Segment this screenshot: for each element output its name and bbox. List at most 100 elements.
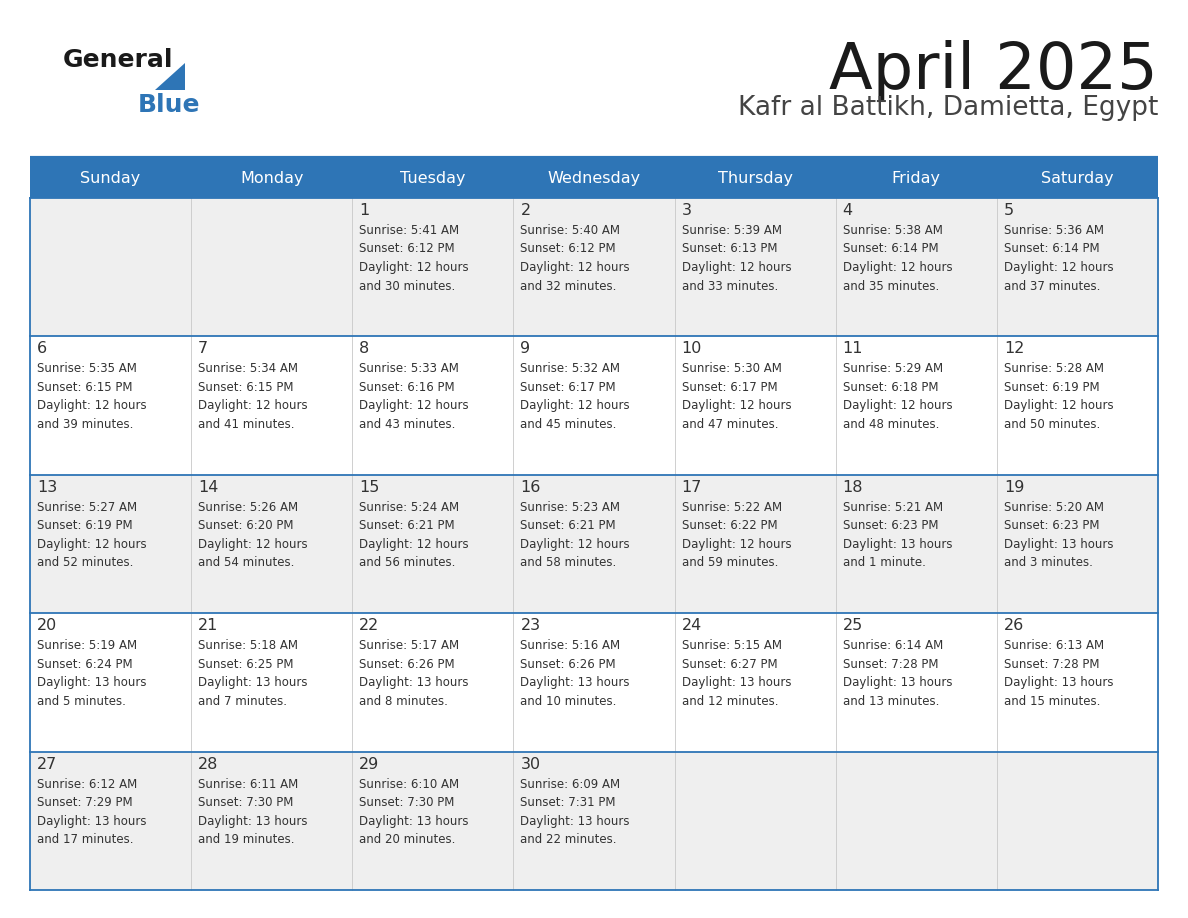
Text: Sunrise: 5:21 AM
Sunset: 6:23 PM
Daylight: 13 hours
and 1 minute.: Sunrise: 5:21 AM Sunset: 6:23 PM Dayligh…	[842, 501, 953, 569]
Text: Sunrise: 5:24 AM
Sunset: 6:21 PM
Daylight: 12 hours
and 56 minutes.: Sunrise: 5:24 AM Sunset: 6:21 PM Dayligh…	[359, 501, 469, 569]
Text: 15: 15	[359, 480, 380, 495]
Bar	[513, 613, 675, 752]
Text: 21: 21	[198, 618, 219, 633]
Text: Sunrise: 5:34 AM
Sunset: 6:15 PM
Daylight: 12 hours
and 41 minutes.: Sunrise: 5:34 AM Sunset: 6:15 PM Dayligh…	[198, 363, 308, 431]
Text: Sunrise: 6:11 AM
Sunset: 7:30 PM
Daylight: 13 hours
and 19 minutes.: Sunrise: 6:11 AM Sunset: 7:30 PM Dayligh…	[198, 778, 308, 846]
Text: Thursday: Thursday	[718, 171, 792, 185]
Text: Sunrise: 5:28 AM
Sunset: 6:19 PM
Daylight: 12 hours
and 50 minutes.: Sunrise: 5:28 AM Sunset: 6:19 PM Dayligh…	[1004, 363, 1113, 431]
Text: 7: 7	[198, 341, 208, 356]
Text: Sunrise: 5:26 AM
Sunset: 6:20 PM
Daylight: 12 hours
and 54 minutes.: Sunrise: 5:26 AM Sunset: 6:20 PM Dayligh…	[198, 501, 308, 569]
Text: 27: 27	[37, 756, 57, 772]
Polygon shape	[154, 63, 185, 90]
Bar	[513, 475, 675, 613]
Bar	[675, 613, 835, 752]
Text: 22: 22	[359, 618, 379, 633]
Text: Tuesday: Tuesday	[400, 171, 466, 185]
Text: 6: 6	[37, 341, 48, 356]
Text: Sunday: Sunday	[81, 171, 140, 185]
Text: 4: 4	[842, 203, 853, 218]
Bar	[30, 198, 191, 336]
Bar	[835, 336, 997, 475]
Text: Kafr al Battikh, Damietta, Egypt: Kafr al Battikh, Damietta, Egypt	[738, 95, 1158, 121]
Text: 3: 3	[682, 203, 691, 218]
Bar	[353, 752, 513, 890]
Bar	[30, 752, 191, 890]
Text: 28: 28	[198, 756, 219, 772]
Text: 26: 26	[1004, 618, 1024, 633]
Text: 5: 5	[1004, 203, 1015, 218]
Bar	[675, 198, 835, 336]
Text: 24: 24	[682, 618, 702, 633]
Bar	[997, 336, 1158, 475]
Bar	[513, 336, 675, 475]
Text: 20: 20	[37, 618, 57, 633]
Text: Sunrise: 6:09 AM
Sunset: 7:31 PM
Daylight: 13 hours
and 22 minutes.: Sunrise: 6:09 AM Sunset: 7:31 PM Dayligh…	[520, 778, 630, 846]
Text: Sunrise: 5:40 AM
Sunset: 6:12 PM
Daylight: 12 hours
and 32 minutes.: Sunrise: 5:40 AM Sunset: 6:12 PM Dayligh…	[520, 224, 630, 293]
Bar	[30, 336, 191, 475]
Text: Sunrise: 5:41 AM
Sunset: 6:12 PM
Daylight: 12 hours
and 30 minutes.: Sunrise: 5:41 AM Sunset: 6:12 PM Dayligh…	[359, 224, 469, 293]
Bar	[675, 752, 835, 890]
Text: Sunrise: 5:36 AM
Sunset: 6:14 PM
Daylight: 12 hours
and 37 minutes.: Sunrise: 5:36 AM Sunset: 6:14 PM Dayligh…	[1004, 224, 1113, 293]
Bar	[191, 336, 353, 475]
Text: Sunrise: 6:10 AM
Sunset: 7:30 PM
Daylight: 13 hours
and 20 minutes.: Sunrise: 6:10 AM Sunset: 7:30 PM Dayligh…	[359, 778, 469, 846]
Bar	[353, 336, 513, 475]
Bar	[191, 752, 353, 890]
Text: Saturday: Saturday	[1041, 171, 1113, 185]
Text: 18: 18	[842, 480, 864, 495]
Bar	[191, 475, 353, 613]
Text: Wednesday: Wednesday	[548, 171, 640, 185]
Text: General: General	[63, 48, 173, 72]
Text: Sunrise: 5:30 AM
Sunset: 6:17 PM
Daylight: 12 hours
and 47 minutes.: Sunrise: 5:30 AM Sunset: 6:17 PM Dayligh…	[682, 363, 791, 431]
Bar	[30, 158, 1158, 198]
Text: 23: 23	[520, 618, 541, 633]
Bar	[675, 336, 835, 475]
Text: 14: 14	[198, 480, 219, 495]
Text: 10: 10	[682, 341, 702, 356]
Bar	[997, 198, 1158, 336]
Bar	[191, 613, 353, 752]
Bar	[835, 613, 997, 752]
Bar	[997, 475, 1158, 613]
Bar	[353, 198, 513, 336]
Text: Sunrise: 5:33 AM
Sunset: 6:16 PM
Daylight: 12 hours
and 43 minutes.: Sunrise: 5:33 AM Sunset: 6:16 PM Dayligh…	[359, 363, 469, 431]
Text: Sunrise: 5:15 AM
Sunset: 6:27 PM
Daylight: 13 hours
and 12 minutes.: Sunrise: 5:15 AM Sunset: 6:27 PM Dayligh…	[682, 639, 791, 708]
Text: Sunrise: 6:12 AM
Sunset: 7:29 PM
Daylight: 13 hours
and 17 minutes.: Sunrise: 6:12 AM Sunset: 7:29 PM Dayligh…	[37, 778, 146, 846]
Bar	[835, 752, 997, 890]
Text: 19: 19	[1004, 480, 1024, 495]
Text: Monday: Monday	[240, 171, 303, 185]
Text: 13: 13	[37, 480, 57, 495]
Bar	[30, 613, 191, 752]
Text: Sunrise: 6:13 AM
Sunset: 7:28 PM
Daylight: 13 hours
and 15 minutes.: Sunrise: 6:13 AM Sunset: 7:28 PM Dayligh…	[1004, 639, 1113, 708]
Text: 8: 8	[359, 341, 369, 356]
Text: Sunrise: 5:29 AM
Sunset: 6:18 PM
Daylight: 12 hours
and 48 minutes.: Sunrise: 5:29 AM Sunset: 6:18 PM Dayligh…	[842, 363, 953, 431]
Text: Sunrise: 5:22 AM
Sunset: 6:22 PM
Daylight: 12 hours
and 59 minutes.: Sunrise: 5:22 AM Sunset: 6:22 PM Dayligh…	[682, 501, 791, 569]
Text: April 2025: April 2025	[829, 40, 1158, 102]
Text: Sunrise: 5:38 AM
Sunset: 6:14 PM
Daylight: 12 hours
and 35 minutes.: Sunrise: 5:38 AM Sunset: 6:14 PM Dayligh…	[842, 224, 953, 293]
Bar	[835, 475, 997, 613]
Text: Blue: Blue	[138, 93, 201, 117]
Bar	[513, 198, 675, 336]
Text: 11: 11	[842, 341, 864, 356]
Text: Sunrise: 6:14 AM
Sunset: 7:28 PM
Daylight: 13 hours
and 13 minutes.: Sunrise: 6:14 AM Sunset: 7:28 PM Dayligh…	[842, 639, 953, 708]
Text: 17: 17	[682, 480, 702, 495]
Text: Sunrise: 5:16 AM
Sunset: 6:26 PM
Daylight: 13 hours
and 10 minutes.: Sunrise: 5:16 AM Sunset: 6:26 PM Dayligh…	[520, 639, 630, 708]
Text: 12: 12	[1004, 341, 1024, 356]
Bar	[30, 475, 191, 613]
Text: 30: 30	[520, 756, 541, 772]
Bar	[353, 613, 513, 752]
Bar	[997, 613, 1158, 752]
Text: 16: 16	[520, 480, 541, 495]
Text: Sunrise: 5:23 AM
Sunset: 6:21 PM
Daylight: 12 hours
and 58 minutes.: Sunrise: 5:23 AM Sunset: 6:21 PM Dayligh…	[520, 501, 630, 569]
Bar	[191, 198, 353, 336]
Text: 9: 9	[520, 341, 531, 356]
Bar	[675, 475, 835, 613]
Bar	[513, 752, 675, 890]
Text: Sunrise: 5:27 AM
Sunset: 6:19 PM
Daylight: 12 hours
and 52 minutes.: Sunrise: 5:27 AM Sunset: 6:19 PM Dayligh…	[37, 501, 146, 569]
Text: 2: 2	[520, 203, 531, 218]
Text: Sunrise: 5:32 AM
Sunset: 6:17 PM
Daylight: 12 hours
and 45 minutes.: Sunrise: 5:32 AM Sunset: 6:17 PM Dayligh…	[520, 363, 630, 431]
Text: 1: 1	[359, 203, 369, 218]
Text: 25: 25	[842, 618, 862, 633]
Bar	[835, 198, 997, 336]
Text: 29: 29	[359, 756, 379, 772]
Text: Sunrise: 5:39 AM
Sunset: 6:13 PM
Daylight: 12 hours
and 33 minutes.: Sunrise: 5:39 AM Sunset: 6:13 PM Dayligh…	[682, 224, 791, 293]
